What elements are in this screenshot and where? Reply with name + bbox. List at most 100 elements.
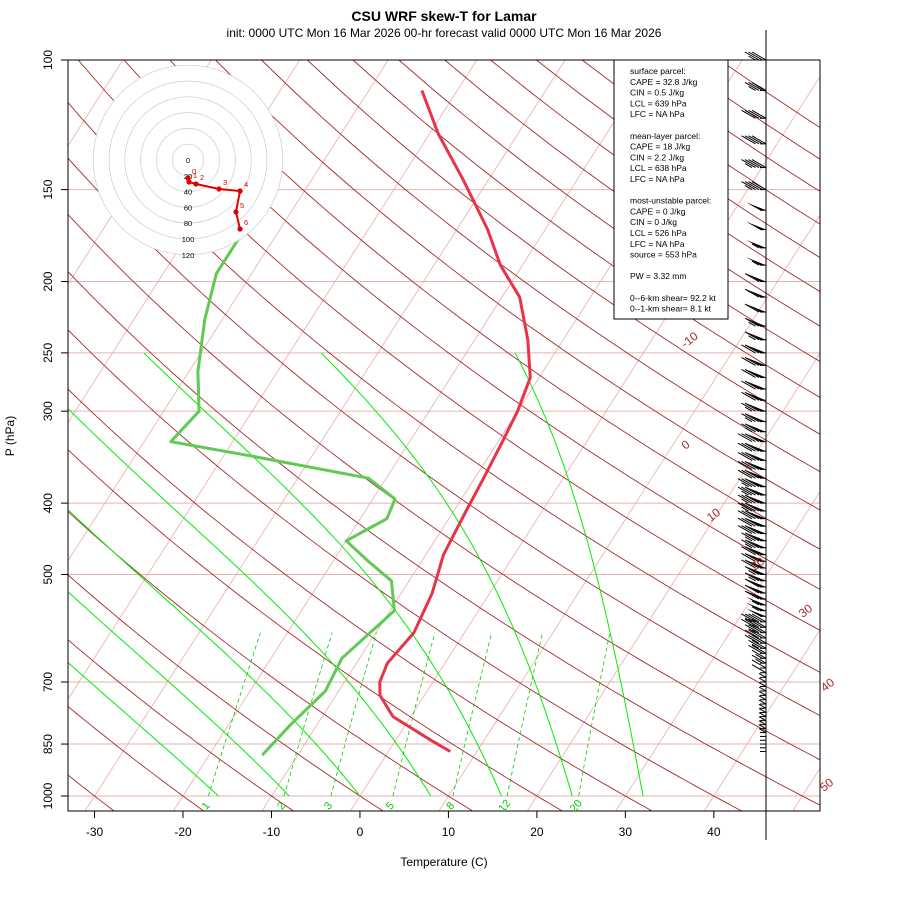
info-line: 0--1-km shear= 8.1 kt <box>630 304 712 314</box>
wind-barb <box>741 181 767 191</box>
moist-adiabat-line <box>143 352 502 797</box>
info-line: LFC = NA hPa <box>630 109 685 119</box>
wind-barb <box>741 344 766 354</box>
wind-barb <box>737 486 766 496</box>
wind-barb-flag <box>746 413 766 422</box>
dry-adiabat-line <box>306 60 820 435</box>
isotherm-line <box>703 629 820 811</box>
wind-barb-feather <box>737 486 753 496</box>
wind-barb-feather <box>744 391 760 401</box>
wind-barb-feather <box>744 566 760 575</box>
wind-barb <box>758 686 767 692</box>
wind-barb-flag <box>746 578 766 587</box>
wind-barb-feather <box>744 461 760 470</box>
wind-barb-feather <box>751 159 767 168</box>
wind-barb-half-feather <box>751 260 760 266</box>
y-tick-label: 100 <box>41 50 55 70</box>
wind-barb-feather <box>744 413 760 423</box>
wind-barb-feather <box>748 135 763 145</box>
wind-barb-feather <box>737 510 753 520</box>
wind-barb-half-feather <box>758 682 767 687</box>
wind-barb-feather <box>744 613 760 623</box>
wind-barb-feather <box>744 590 760 600</box>
wind-barb-feather <box>744 546 760 556</box>
isotherm-line <box>68 60 478 700</box>
wind-barb-feather <box>744 380 760 390</box>
info-line: LFC = NA hPa <box>630 174 685 184</box>
wind-barb-half-feather <box>758 677 767 683</box>
wind-barb-flag <box>746 443 766 452</box>
isotherm-line <box>349 76 820 811</box>
wind-barb-feather <box>737 442 753 452</box>
wind-barb <box>741 546 766 556</box>
wind-barb-feather <box>744 572 760 582</box>
wind-barb-half-feather <box>748 335 756 341</box>
wind-barb-half-feather <box>758 699 767 705</box>
wind-barb-feather <box>744 331 760 341</box>
wind-barb-half-feather <box>744 617 753 623</box>
x-tick-label: -10 <box>263 825 281 839</box>
wind-barb <box>741 159 767 169</box>
hodograph-ring-label: 120 <box>182 251 195 260</box>
wind-barb-feather <box>737 525 753 535</box>
wind-barb-feather <box>744 478 760 488</box>
wind-barb-half-feather <box>741 498 749 504</box>
wind-barb <box>741 369 766 378</box>
info-line: CIN = 2.2 J/kg <box>630 152 684 162</box>
wind-barb-flag <box>746 596 766 605</box>
wind-barb-half-feather <box>758 703 767 709</box>
wind-barb-half-feather <box>758 695 767 701</box>
wind-barb-flag <box>746 585 766 594</box>
wind-barb-feather <box>741 613 756 623</box>
wind-barb <box>758 690 767 696</box>
dry-adiabat-line <box>68 574 384 811</box>
temperature-profile <box>378 89 532 753</box>
wind-barb-feather <box>741 546 756 556</box>
wind-barb-half-feather <box>748 570 756 575</box>
dry-adiabat-line <box>68 510 474 811</box>
dry-adiabat-line <box>68 101 820 673</box>
wind-barb-feather <box>748 109 763 119</box>
wind-barb-feather <box>741 159 756 168</box>
wind-barb <box>741 423 766 433</box>
wind-barb-flag <box>746 257 766 266</box>
wind-barb-flag <box>746 608 766 617</box>
wind-barb-half-feather <box>748 55 756 61</box>
wind-barb-half-feather <box>744 543 753 549</box>
wind-barb <box>741 380 766 390</box>
wind-barb <box>758 708 767 713</box>
wind-barb-feather <box>741 517 756 527</box>
wind-barb-half-feather <box>758 720 767 726</box>
wind-barb-flag <box>746 369 766 378</box>
wind-barb-half-feather <box>751 600 760 606</box>
y-tick-label: 700 <box>41 672 55 692</box>
wind-barb-feather <box>744 486 760 496</box>
wind-barb-half-feather <box>751 606 760 612</box>
dry-adiabat-line <box>68 449 564 811</box>
info-line: PW = 3.32 mm <box>630 271 686 281</box>
y-tick-label: 400 <box>41 493 55 513</box>
wind-barb-feather <box>744 159 760 168</box>
wind-barb-flag <box>746 602 766 611</box>
wind-barb-feather <box>737 469 753 479</box>
wind-barb-half-feather <box>758 686 767 692</box>
y-tick-label: 300 <box>41 401 55 421</box>
wind-barb-feather <box>737 433 753 443</box>
wind-barb-feather <box>744 539 760 549</box>
wind-barb-flag <box>746 202 766 211</box>
dry-adiabat-line <box>398 60 820 362</box>
hodograph-point <box>233 209 239 215</box>
x-tick-label: 10 <box>442 825 456 839</box>
wind-barb-flag <box>746 304 766 313</box>
wind-barb <box>737 451 766 461</box>
wind-barb-feather <box>751 629 767 639</box>
wind-barb <box>741 552 766 562</box>
wind-barb-feather <box>741 559 756 569</box>
wind-barb-half-feather <box>744 417 753 423</box>
wind-barb-flag <box>746 503 766 512</box>
wind-barb-feather <box>741 135 756 145</box>
wind-barb-feather <box>751 109 767 119</box>
y-axis-label: P (hPa) <box>3 416 17 456</box>
wind-barb-feather <box>748 624 763 634</box>
wind-barb <box>758 724 767 730</box>
